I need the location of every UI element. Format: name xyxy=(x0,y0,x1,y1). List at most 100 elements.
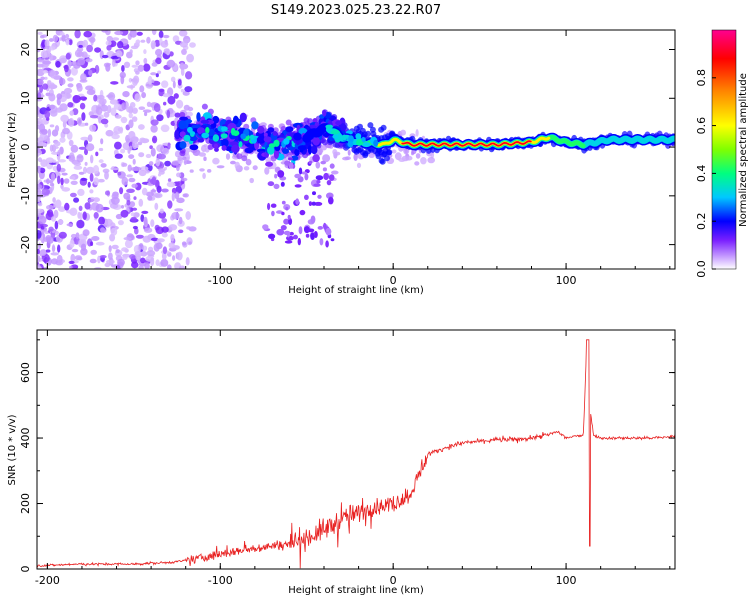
noise-blob xyxy=(175,185,183,194)
noise-blob xyxy=(394,152,402,161)
band-blob xyxy=(328,174,335,182)
band-halo xyxy=(379,158,386,165)
noise-blob xyxy=(88,37,96,43)
noise-blob xyxy=(146,250,156,257)
noise-blob xyxy=(178,30,188,37)
snr-ticks: -200 -100 0 100 0 200 400 600 xyxy=(19,330,675,587)
noise-blob xyxy=(171,212,180,220)
noise-blob xyxy=(98,98,107,105)
noise-blob xyxy=(55,60,61,68)
noise-blob xyxy=(105,190,110,196)
noise-blob xyxy=(243,166,250,171)
x-tick-label: 100 xyxy=(556,274,577,287)
noise-blob xyxy=(172,35,180,43)
noise-blob xyxy=(42,83,49,90)
noise-blob xyxy=(176,197,185,204)
noise-blob xyxy=(37,230,42,239)
noise-blob xyxy=(106,94,114,98)
noise-blob xyxy=(39,85,44,93)
noise-blob xyxy=(99,255,107,259)
band-knot xyxy=(362,142,371,147)
noise-blob xyxy=(150,257,155,267)
noise-blob xyxy=(153,103,161,113)
band-blob xyxy=(289,231,294,236)
y-tick-label: 400 xyxy=(19,428,32,449)
noise-blob xyxy=(49,104,55,110)
noise-blob xyxy=(44,76,48,80)
noise-blob xyxy=(131,64,139,68)
noise-blob xyxy=(78,96,88,101)
noise-blob xyxy=(136,31,143,36)
noise-blob xyxy=(37,137,44,142)
band-blob xyxy=(281,211,285,216)
noise-blob xyxy=(63,178,70,184)
band-blob xyxy=(286,132,296,137)
noise-blob xyxy=(98,216,105,225)
colorbar-tick-label: 0.2 xyxy=(695,212,708,230)
noise-blob xyxy=(187,106,194,112)
noise-blob xyxy=(53,202,58,209)
band-blob xyxy=(298,226,303,235)
noise-blob xyxy=(157,153,167,160)
noise-blob xyxy=(140,251,148,257)
noise-blob xyxy=(95,106,103,115)
noise-blob xyxy=(84,161,88,166)
noise-blob xyxy=(119,187,124,195)
band-blob xyxy=(317,194,322,199)
noise-blob xyxy=(139,137,146,143)
noise-blob xyxy=(110,55,120,60)
noise-blob xyxy=(121,162,128,167)
noise-blob xyxy=(111,196,120,205)
noise-blob xyxy=(207,169,212,173)
band-halo xyxy=(236,153,243,160)
noise-blob xyxy=(179,62,185,71)
band-blob xyxy=(295,198,300,205)
noise-blob xyxy=(67,102,74,108)
y-tick-label: -20 xyxy=(19,236,32,254)
noise-blob xyxy=(47,80,52,85)
band-blob xyxy=(244,147,254,154)
noise-blob xyxy=(52,34,59,43)
band-blob xyxy=(308,160,313,165)
band-blob xyxy=(270,203,277,208)
noise-blob xyxy=(59,137,66,143)
noise-blob xyxy=(76,84,83,92)
noise-blob xyxy=(150,219,155,228)
noise-blob xyxy=(101,30,109,33)
noise-blob xyxy=(73,197,80,203)
noise-blob xyxy=(114,153,123,159)
noise-blob xyxy=(347,149,351,156)
band-knot xyxy=(283,138,290,145)
band-blob xyxy=(251,121,259,130)
noise-blob xyxy=(135,70,140,75)
band-blob xyxy=(239,112,247,123)
noise-blob xyxy=(129,145,133,151)
noise-blob xyxy=(68,260,75,265)
noise-blob xyxy=(70,264,79,269)
noise-blob xyxy=(64,202,70,211)
noise-blob xyxy=(54,220,59,230)
band-blob xyxy=(280,181,285,187)
noise-blob xyxy=(415,129,419,137)
noise-blob xyxy=(70,144,79,153)
noise-blob xyxy=(56,163,61,172)
noise-blob xyxy=(39,167,46,174)
noise-blob xyxy=(150,40,156,49)
noise-blob xyxy=(70,180,78,185)
noise-blob xyxy=(140,39,146,43)
noise-blob xyxy=(141,210,149,214)
noise-blob xyxy=(143,57,148,65)
band-blob xyxy=(263,132,268,137)
noise-blob xyxy=(183,158,187,166)
noise-blob xyxy=(128,77,133,83)
y-tick-label: 200 xyxy=(19,493,32,514)
noise-blob xyxy=(140,214,145,223)
noise-blob xyxy=(122,91,130,98)
noise-blob xyxy=(129,49,133,54)
noise-blob xyxy=(174,208,184,212)
noise-blob xyxy=(132,77,138,86)
noise-blob xyxy=(115,50,123,58)
noise-blob xyxy=(143,49,147,55)
noise-blob xyxy=(315,161,321,169)
noise-blob xyxy=(138,169,147,177)
